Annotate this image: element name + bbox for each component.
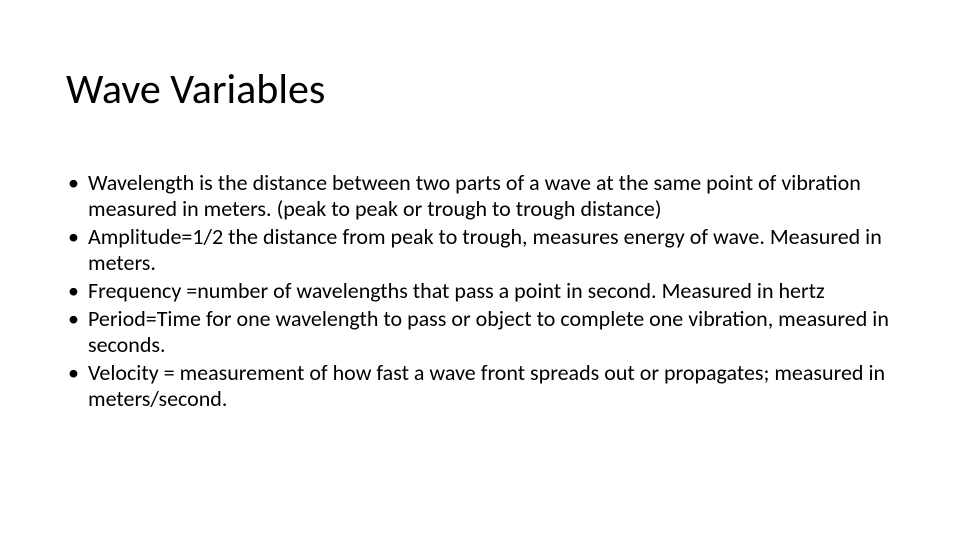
list-item: Velocity = measurement of how fast a wav… xyxy=(66,360,896,412)
bullet-list: Wavelength is the distance between two p… xyxy=(66,170,896,412)
slide-title: Wave Variables xyxy=(66,64,325,115)
list-item: Period=Time for one wavelength to pass o… xyxy=(66,306,896,358)
list-item: Wavelength is the distance between two p… xyxy=(66,170,896,222)
slide-body: Wavelength is the distance between two p… xyxy=(66,170,896,414)
list-item: Frequency =number of wavelengths that pa… xyxy=(66,278,896,304)
list-item: Amplitude=1/2 the distance from peak to … xyxy=(66,224,896,276)
slide: Wave Variables Wavelength is the distanc… xyxy=(0,0,960,540)
